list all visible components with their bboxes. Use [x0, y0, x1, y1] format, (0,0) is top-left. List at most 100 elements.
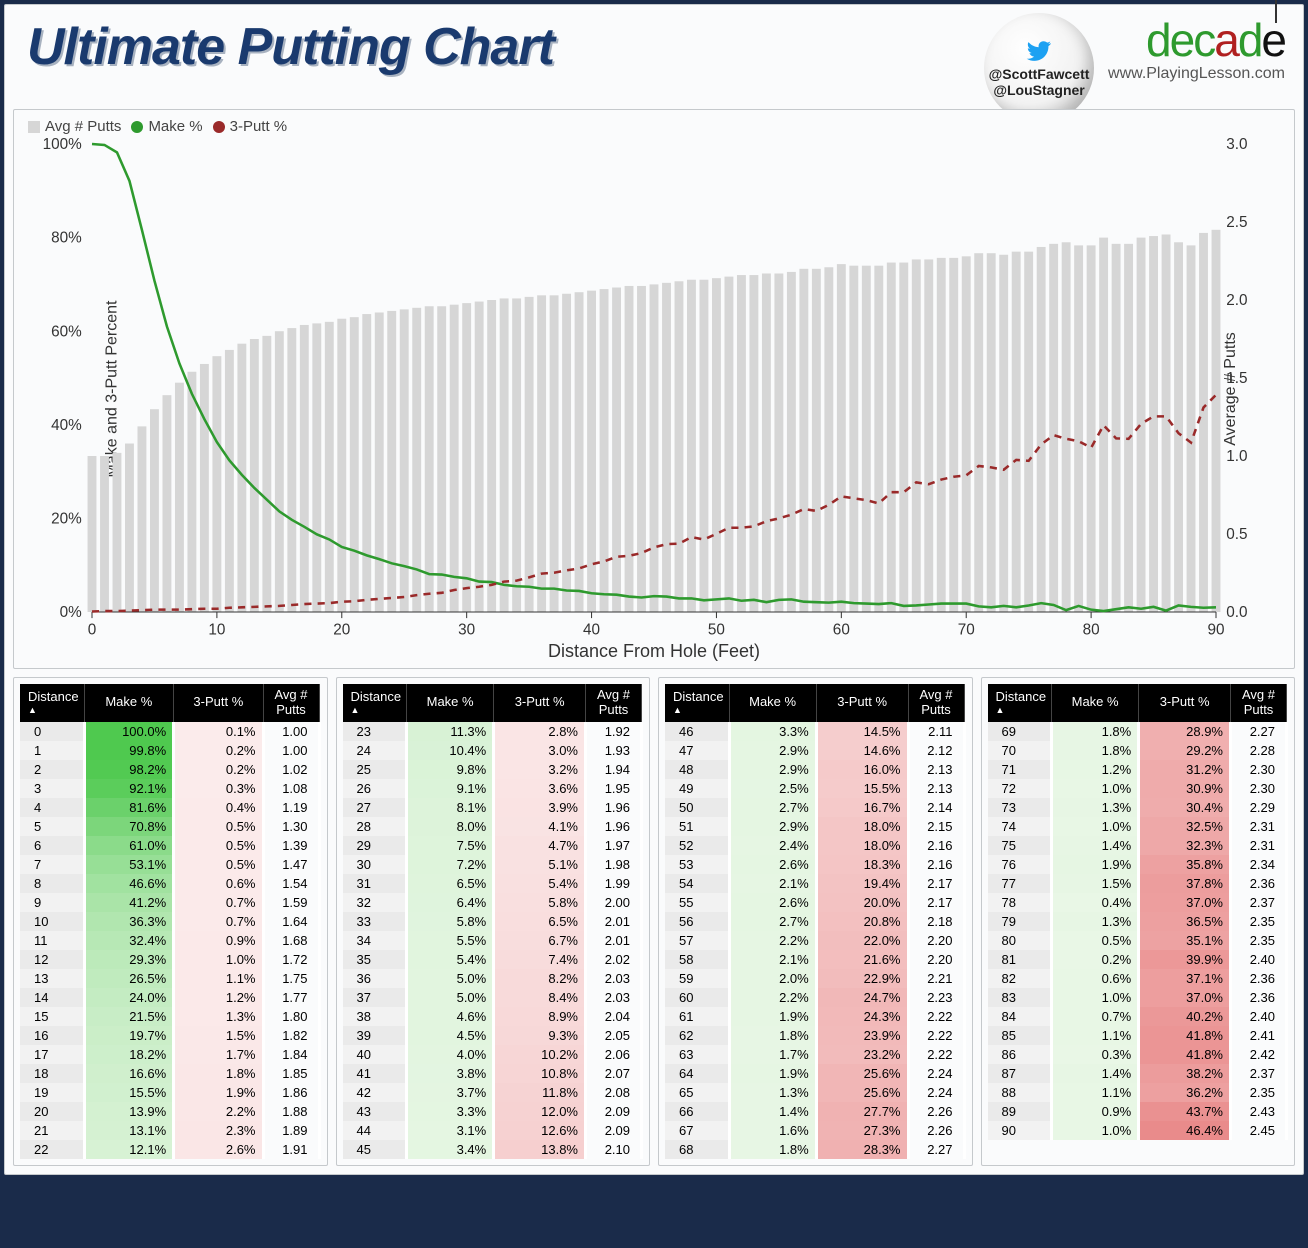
cell-3putt-pct: 27.7% — [816, 1102, 908, 1121]
svg-text:90: 90 — [1207, 621, 1224, 638]
column-header[interactable]: Distance▲ — [343, 684, 407, 722]
cell-distance: 66 — [665, 1102, 729, 1121]
cell-avg-putts: 2.34 — [1231, 855, 1287, 874]
cell-avg-putts: 2.22 — [908, 1026, 964, 1045]
cell-avg-putts: 2.10 — [586, 1140, 642, 1159]
svg-text:0.0: 0.0 — [1226, 604, 1247, 621]
column-header[interactable]: Make % — [407, 684, 494, 722]
cell-make-pct: 70.8% — [84, 817, 174, 836]
cell-distance: 42 — [343, 1083, 407, 1102]
cell-distance: 57 — [665, 931, 729, 950]
cell-avg-putts: 2.09 — [586, 1102, 642, 1121]
cell-3putt-pct: 0.2% — [174, 741, 263, 760]
cell-make-pct: 8.0% — [407, 817, 494, 836]
cell-avg-putts: 2.17 — [908, 874, 964, 893]
column-header[interactable]: Make % — [729, 684, 816, 722]
cell-distance: 38 — [343, 1007, 407, 1026]
svg-text:2.5: 2.5 — [1226, 214, 1247, 231]
cell-3putt-pct: 19.4% — [816, 874, 908, 893]
cell-3putt-pct: 38.2% — [1139, 1064, 1231, 1083]
table-row: 753.1%0.5%1.47 — [20, 855, 319, 874]
cell-distance: 74 — [988, 817, 1052, 836]
cell-make-pct: 1.3% — [1052, 798, 1139, 817]
cell-make-pct: 2.9% — [729, 741, 816, 760]
cell-make-pct: 2.9% — [729, 760, 816, 779]
cell-distance: 90 — [988, 1121, 1052, 1140]
cell-avg-putts: 1.00 — [263, 741, 319, 760]
table-row: 1619.7%1.5%1.82 — [20, 1026, 319, 1045]
column-header[interactable]: Make % — [1052, 684, 1139, 722]
data-table: Distance▲Make %3-Putt %Avg #Putts463.3%1… — [665, 684, 966, 1159]
cell-3putt-pct: 37.1% — [1139, 969, 1231, 988]
column-header[interactable]: Avg #Putts — [1231, 684, 1287, 722]
cell-3putt-pct: 8.4% — [494, 988, 586, 1007]
cell-3putt-pct: 0.5% — [174, 817, 263, 836]
cell-make-pct: 1.8% — [729, 1140, 816, 1159]
cell-avg-putts: 2.12 — [908, 741, 964, 760]
cell-distance: 56 — [665, 912, 729, 931]
cell-avg-putts: 1.30 — [263, 817, 319, 836]
cell-3putt-pct: 24.3% — [816, 1007, 908, 1026]
column-header[interactable]: 3-Putt % — [1139, 684, 1231, 722]
cell-distance: 24 — [343, 741, 407, 760]
column-header[interactable]: 3-Putt % — [816, 684, 908, 722]
table-row: 433.3%12.0%2.09 — [343, 1102, 642, 1121]
cell-3putt-pct: 36.5% — [1139, 912, 1231, 931]
column-header[interactable]: Avg #Putts — [908, 684, 964, 722]
column-header[interactable]: Make % — [84, 684, 174, 722]
table-row: 602.2%24.7%2.23 — [665, 988, 964, 1007]
cell-distance: 59 — [665, 969, 729, 988]
cell-3putt-pct: 0.5% — [174, 836, 263, 855]
column-header[interactable]: 3-Putt % — [174, 684, 263, 722]
table-row: 761.9%35.8%2.34 — [988, 855, 1287, 874]
svg-text:2.0: 2.0 — [1226, 292, 1247, 309]
cell-distance: 19 — [20, 1083, 84, 1102]
table-row: 472.9%14.6%2.12 — [665, 741, 964, 760]
cell-distance: 26 — [343, 779, 407, 798]
table-row: 711.2%31.2%2.30 — [988, 760, 1287, 779]
table-row: 901.0%46.4%2.45 — [988, 1121, 1287, 1140]
cell-3putt-pct: 31.2% — [1139, 760, 1231, 779]
column-header[interactable]: Distance▲ — [20, 684, 84, 722]
cell-avg-putts: 2.31 — [1231, 836, 1287, 855]
cell-distance: 7 — [20, 855, 84, 874]
cell-distance: 82 — [988, 969, 1052, 988]
cell-avg-putts: 1.77 — [263, 988, 319, 1007]
cell-make-pct: 2.1% — [729, 950, 816, 969]
cell-avg-putts: 2.08 — [586, 1083, 642, 1102]
cell-avg-putts: 1.93 — [586, 741, 642, 760]
cell-avg-putts: 1.72 — [263, 950, 319, 969]
cell-avg-putts: 2.41 — [1231, 1026, 1287, 1045]
cell-avg-putts: 2.26 — [908, 1121, 964, 1140]
cell-avg-putts: 2.35 — [1231, 912, 1287, 931]
cell-avg-putts: 2.18 — [908, 912, 964, 931]
cell-make-pct: 100.0% — [84, 722, 174, 741]
cell-avg-putts: 2.30 — [1231, 760, 1287, 779]
column-header[interactable]: Avg #Putts — [263, 684, 319, 722]
cell-3putt-pct: 6.5% — [494, 912, 586, 931]
cell-distance: 33 — [343, 912, 407, 931]
cell-avg-putts: 2.16 — [908, 836, 964, 855]
column-header[interactable]: Avg #Putts — [586, 684, 642, 722]
cell-distance: 61 — [665, 1007, 729, 1026]
data-table-panel: Distance▲Make %3-Putt %Avg #Putts691.8%2… — [981, 677, 1296, 1166]
cell-avg-putts: 1.94 — [586, 760, 642, 779]
svg-text:0%: 0% — [60, 604, 83, 621]
column-header[interactable]: Distance▲ — [988, 684, 1052, 722]
cell-make-pct: 1.8% — [1052, 722, 1139, 741]
cell-make-pct: 7.5% — [407, 836, 494, 855]
cell-distance: 76 — [988, 855, 1052, 874]
cell-3putt-pct: 22.0% — [816, 931, 908, 950]
column-header[interactable]: 3-Putt % — [494, 684, 586, 722]
table-row: 641.9%25.6%2.24 — [665, 1064, 964, 1083]
cell-avg-putts: 1.96 — [586, 817, 642, 836]
cell-3putt-pct: 43.7% — [1139, 1102, 1231, 1121]
cell-avg-putts: 2.28 — [1231, 741, 1287, 760]
cell-make-pct: 3.7% — [407, 1083, 494, 1102]
column-header[interactable]: Distance▲ — [665, 684, 729, 722]
cell-avg-putts: 1.98 — [586, 855, 642, 874]
cell-make-pct: 3.4% — [407, 1140, 494, 1159]
cell-distance: 5 — [20, 817, 84, 836]
table-row: 570.8%0.5%1.30 — [20, 817, 319, 836]
cell-distance: 50 — [665, 798, 729, 817]
